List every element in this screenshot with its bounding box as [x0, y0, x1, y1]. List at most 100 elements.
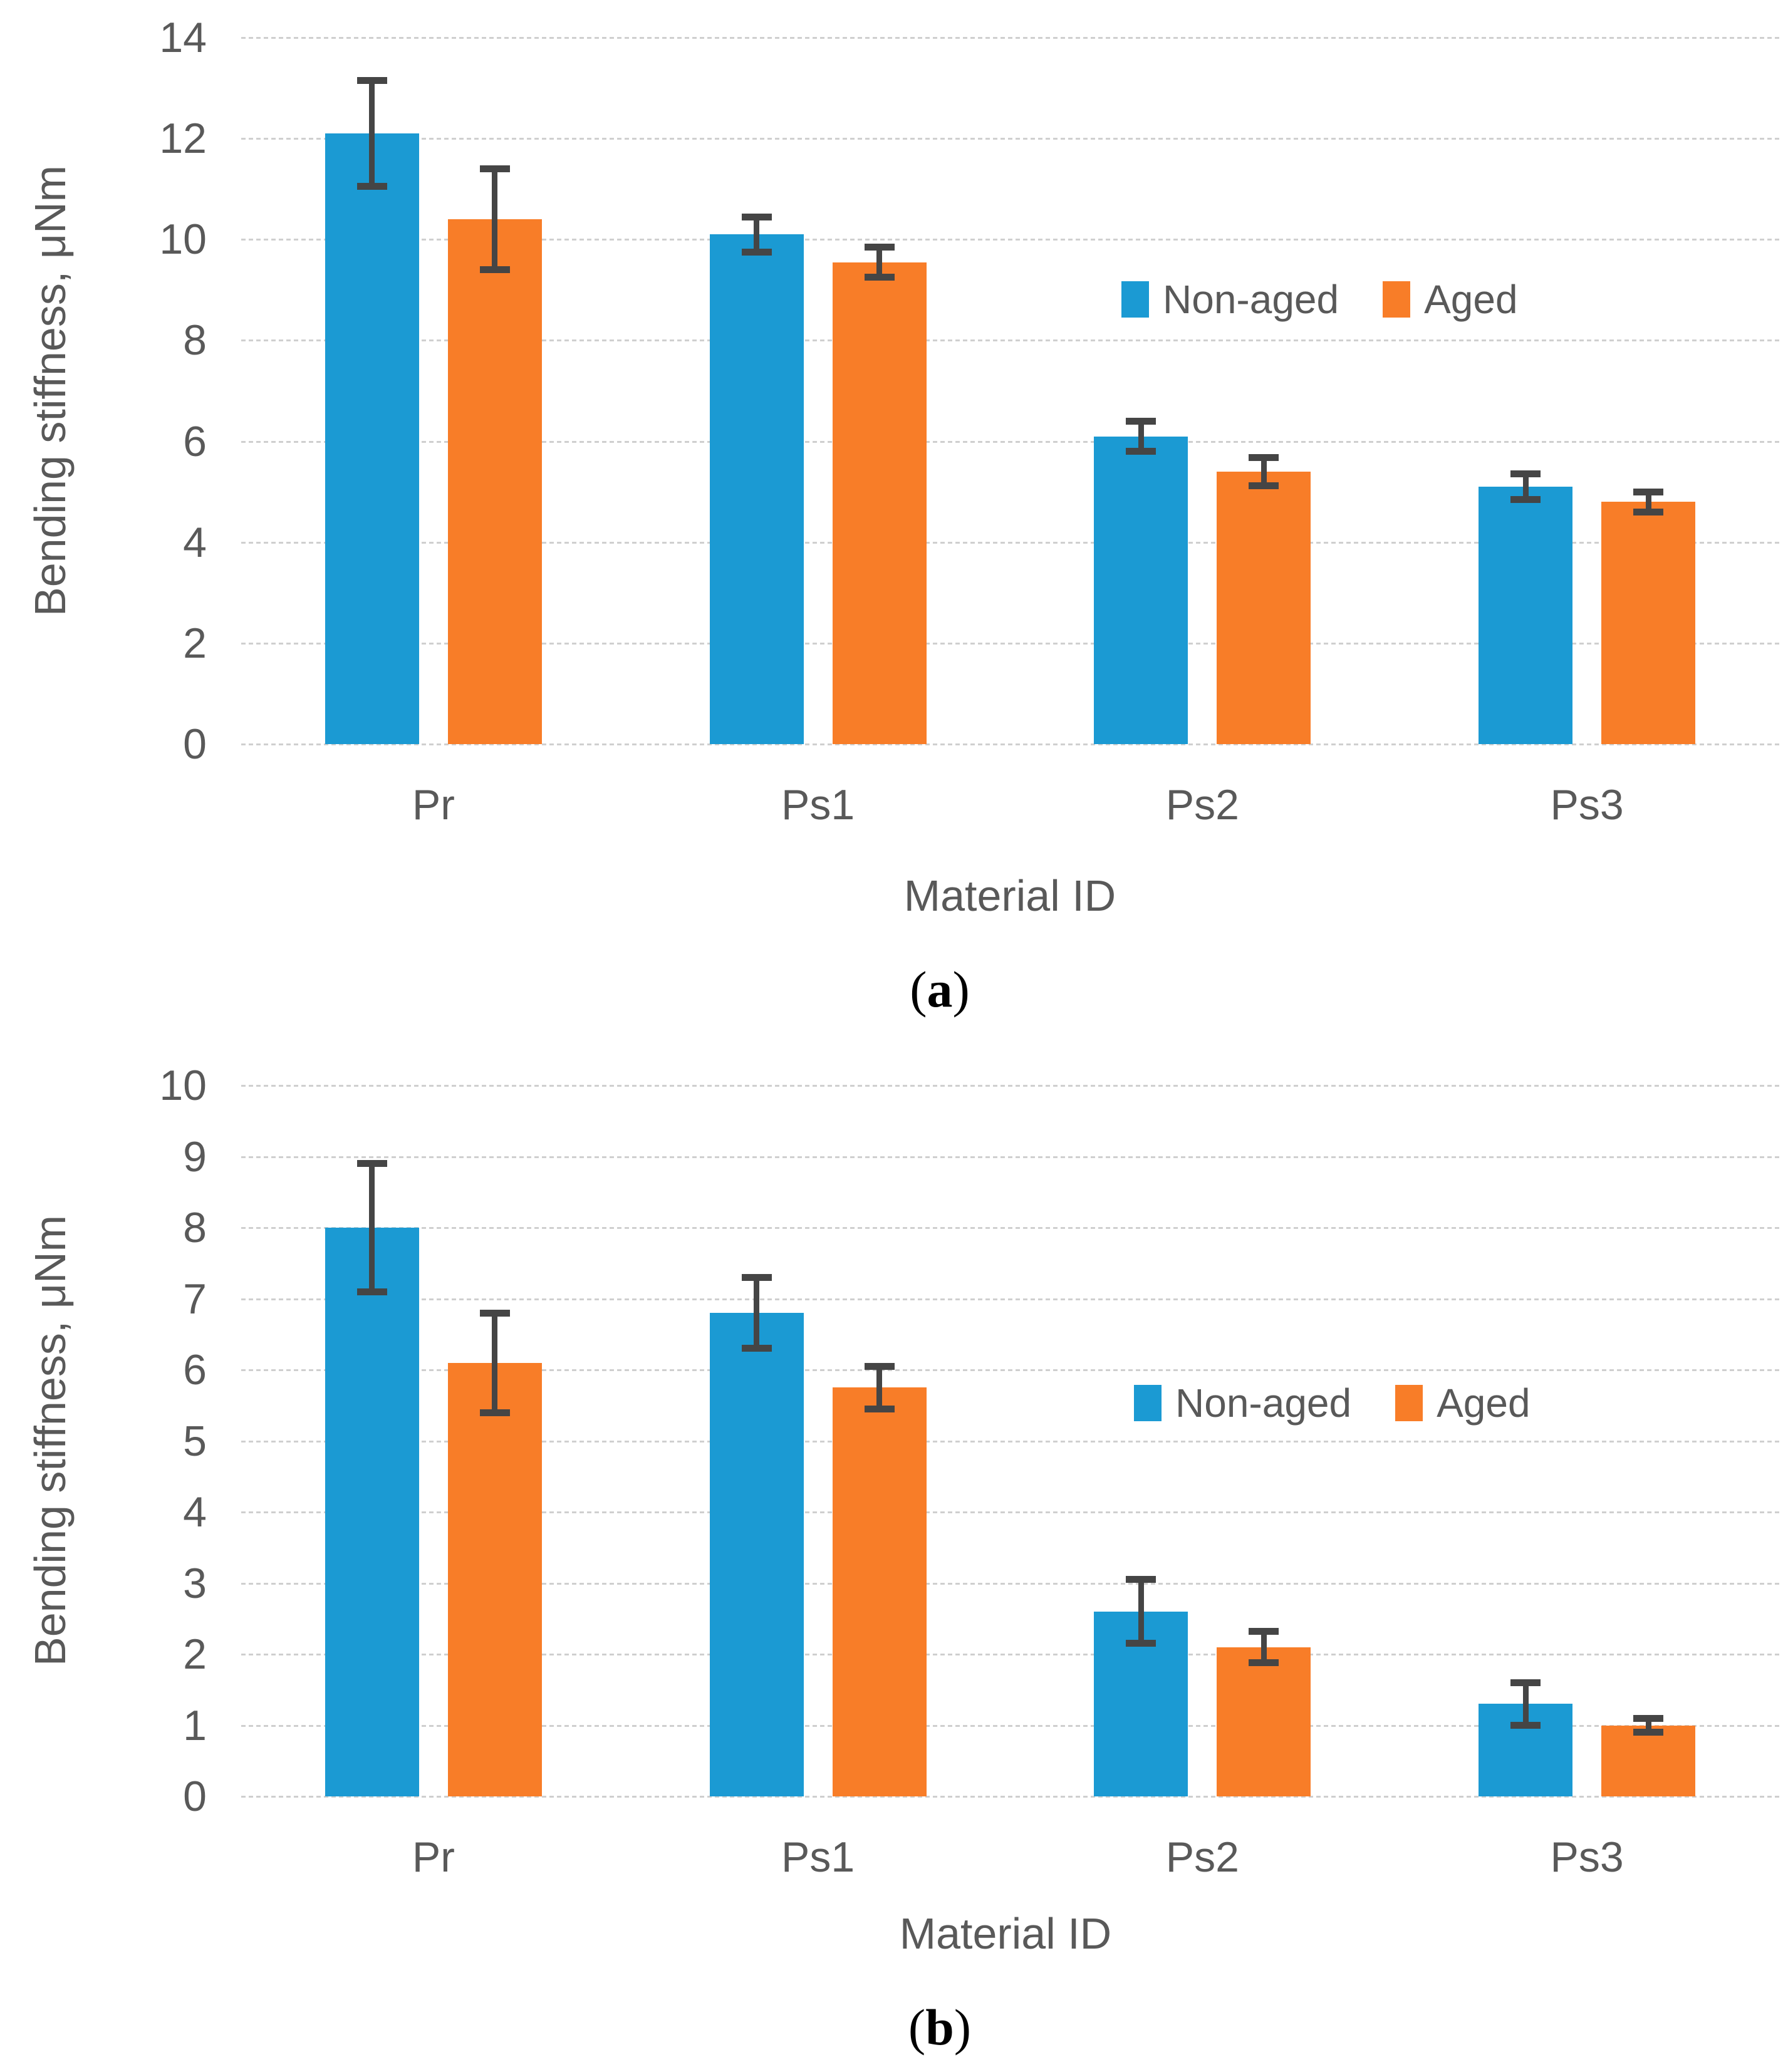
- error-bar-cap-bottom: [1249, 1659, 1279, 1667]
- gridline-y-14: [241, 37, 1779, 39]
- error-bar-cap-bottom: [1510, 1722, 1541, 1729]
- y-tick-label-6: 6: [183, 417, 207, 465]
- category-label-Ps3: Ps3: [1550, 1833, 1624, 1881]
- caption-close-paren: ): [952, 961, 970, 1018]
- error-bar-cap-bottom: [741, 248, 772, 256]
- gridline-y-5: [241, 1440, 1779, 1443]
- bar-aged-Ps2: [1217, 1647, 1311, 1796]
- error-bar-cap-top: [741, 213, 772, 220]
- bar-aged-Ps1: [832, 262, 927, 744]
- error-bar-cap-top: [1510, 1679, 1541, 1686]
- gridline-y-2: [241, 642, 1779, 645]
- legend-item-non-aged: Non-aged: [1121, 273, 1339, 326]
- error-bar-line: [754, 217, 760, 252]
- error-bar-cap-bottom: [1633, 1729, 1664, 1736]
- category-label-Ps2: Ps2: [1165, 1833, 1239, 1881]
- y-tick-label-12: 12: [159, 115, 207, 163]
- y-tick-label-0: 0: [183, 720, 207, 768]
- gridline-y-8: [241, 339, 1779, 342]
- error-bar-cap-top: [479, 165, 510, 172]
- bar-aged-Pr: [447, 1362, 542, 1796]
- error-bar-line: [876, 247, 883, 277]
- caption-open-paren: (: [910, 961, 927, 1018]
- legend-label: Aged: [1424, 277, 1518, 322]
- aged-swatch: [1383, 281, 1411, 318]
- y-tick-label-2: 2: [183, 1630, 207, 1678]
- y-tick-label-14: 14: [159, 14, 207, 61]
- bar-non-aged-Ps2: [1094, 436, 1188, 744]
- bar-aged-Ps1: [832, 1387, 927, 1796]
- error-bar-cap-bottom: [479, 1409, 510, 1416]
- error-bar-line: [1138, 1579, 1144, 1644]
- y-tick-label-4: 4: [183, 518, 207, 566]
- error-bar-cap-bottom: [1510, 495, 1541, 503]
- gridline-y-3: [241, 1582, 1779, 1585]
- caption-open-paren: (: [908, 1999, 926, 2056]
- bar-non-aged-Ps3: [1479, 487, 1573, 744]
- error-bar-line: [876, 1366, 883, 1409]
- gridline-y-2: [241, 1654, 1779, 1655]
- x-axis-title: Material ID: [903, 871, 1116, 920]
- gridline-y-8: [241, 1227, 1779, 1229]
- y-tick-label-0: 0: [183, 1773, 207, 1820]
- gridline-y-4: [241, 541, 1779, 544]
- error-bar-cap-top: [864, 243, 895, 251]
- gridline-y-4: [241, 1511, 1779, 1513]
- error-bar-cap-top: [479, 1309, 510, 1317]
- error-bar-line: [1260, 1631, 1267, 1663]
- gridline-y-7: [241, 1298, 1779, 1300]
- gridline-y-0: [241, 1796, 1779, 1798]
- bar-non-aged-Ps1: [709, 234, 804, 744]
- y-tick-label-9: 9: [183, 1132, 207, 1181]
- legend: Non-aged Aged: [1121, 273, 1518, 326]
- error-bar-cap-top: [741, 1273, 772, 1281]
- error-bar-cap-bottom: [864, 274, 895, 281]
- legend-label: Non-aged: [1175, 1380, 1352, 1426]
- legend-item-aged: Aged: [1383, 273, 1518, 326]
- error-bar-cap-top: [864, 1362, 895, 1370]
- bar-non-aged-Pr: [325, 133, 419, 744]
- error-bar-cap-bottom: [1633, 508, 1664, 515]
- category-label-Ps2: Ps2: [1165, 781, 1239, 829]
- error-bar-cap-bottom: [356, 1288, 387, 1295]
- category-label-Ps3: Ps3: [1550, 781, 1624, 829]
- y-tick-label-8: 8: [183, 1204, 207, 1251]
- gridline-y-1: [241, 1724, 1779, 1727]
- error-bar-cap-top: [1633, 1714, 1664, 1722]
- error-bar-line: [369, 80, 375, 187]
- gridline-y-10: [241, 1085, 1779, 1087]
- legend: Non-aged Aged: [1134, 1377, 1531, 1429]
- y-tick-label-8: 8: [183, 316, 207, 365]
- y-tick-label-4: 4: [183, 1488, 207, 1536]
- bar-aged-Ps2: [1217, 471, 1311, 744]
- gridline-y-0: [241, 743, 1779, 745]
- error-bar-cap-top: [1510, 470, 1541, 478]
- error-bar-cap-top: [1126, 1576, 1156, 1583]
- gridline-y-10: [241, 239, 1779, 241]
- y-tick-label-5: 5: [183, 1417, 207, 1465]
- x-axis-title: Material ID: [899, 1909, 1112, 1958]
- error-bar-cap-bottom: [1126, 448, 1156, 455]
- error-bar-line: [1645, 492, 1651, 512]
- chart-panel-a: Bending stiffness, μNm 0 2 4 6 8 10 12 14 Pr Ps1 P…: [26, 14, 1779, 1018]
- error-bar-cap-top: [356, 76, 387, 84]
- error-bar-cap-bottom: [1126, 1640, 1156, 1647]
- category-label-Ps1: Ps1: [781, 781, 855, 829]
- legend-label: Aged: [1437, 1380, 1531, 1426]
- bar-aged-Ps3: [1601, 1725, 1696, 1796]
- legend-item-non-aged: Non-aged: [1134, 1377, 1351, 1429]
- error-bar-line: [492, 168, 498, 270]
- gridline-y-12: [241, 138, 1779, 140]
- legend-label: Non-aged: [1163, 277, 1339, 322]
- error-bar-line: [492, 1313, 498, 1413]
- error-bar-line: [1138, 421, 1144, 452]
- error-bar-line: [754, 1277, 760, 1349]
- error-bar-cap-top: [1249, 1628, 1279, 1635]
- y-tick-label-10: 10: [159, 1062, 207, 1109]
- error-bar-cap-bottom: [479, 266, 510, 274]
- y-tick-label-3: 3: [183, 1559, 207, 1607]
- y-tick-label-1: 1: [183, 1701, 207, 1749]
- caption-close-paren: ): [954, 1999, 972, 2056]
